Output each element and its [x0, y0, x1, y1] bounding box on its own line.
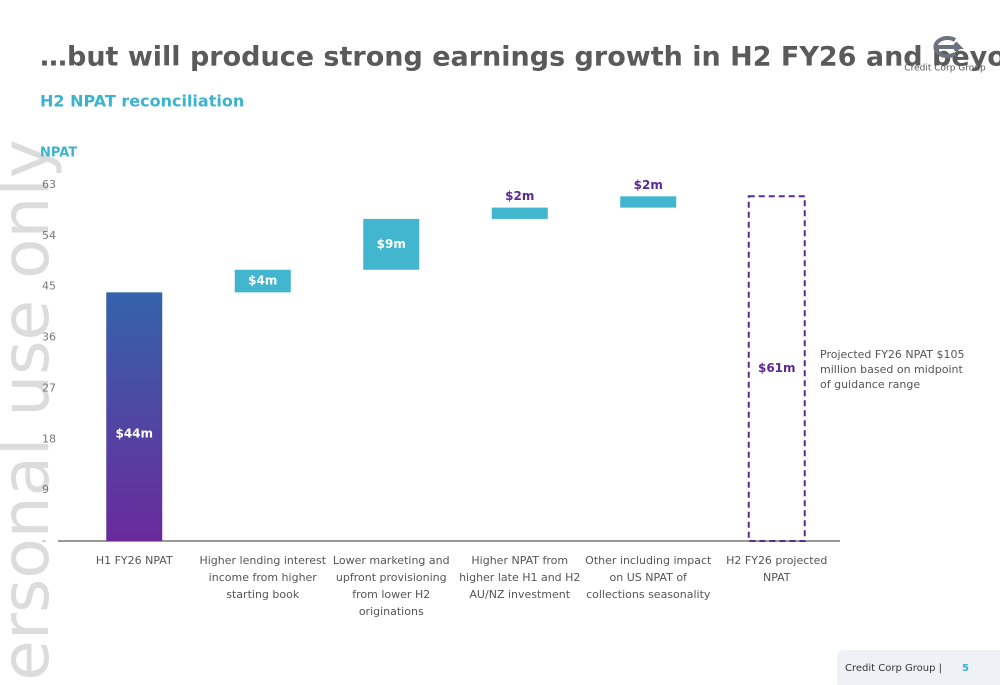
y-axis-label: NPAT: [40, 146, 77, 161]
y-tick-label: 27: [42, 381, 56, 394]
bar: [363, 218, 420, 270]
y-tick-label: 9: [42, 483, 49, 496]
y-tick-label: 63: [42, 178, 56, 191]
value-label: $4m: [248, 274, 277, 288]
x-tick-label: Higher lending interest income from high…: [199, 554, 327, 601]
logo-text: Credit Corp Group: [904, 64, 986, 74]
bar: [106, 292, 163, 541]
footer-company: Credit Corp Group |: [845, 663, 942, 674]
y-tick-label: 45: [42, 280, 56, 293]
value-label: $2m: [634, 178, 663, 192]
bar: [491, 207, 548, 219]
logo-icon: [933, 36, 964, 58]
x-tick-label: Lower marketing and upfront provisioning…: [332, 554, 450, 618]
y-tick-label: -: [42, 534, 46, 547]
x-tick-label: Higher NPAT from higher late H1 and H2 A…: [459, 554, 581, 601]
x-tick-label: H2 FY26 projected NPAT: [726, 554, 828, 584]
y-tick-label: 18: [42, 432, 56, 445]
value-label: $9m: [377, 237, 406, 251]
value-label: $44m: [115, 427, 153, 441]
watermark: ersonal use only: [0, 139, 64, 681]
x-tick-label: Other including impact on US NPAT of col…: [585, 554, 712, 601]
footer-box: [837, 650, 1000, 685]
bar: [620, 196, 677, 208]
title: …but will produce strong earnings growth…: [40, 42, 1000, 73]
y-tick-label: 36: [42, 331, 56, 344]
bar: [234, 269, 291, 293]
subtitle: H2 NPAT reconciliation: [40, 92, 244, 111]
y-tick-label: 54: [42, 229, 56, 242]
page-number: 5: [962, 663, 969, 674]
x-tick-label: H1 FY26 NPAT: [95, 554, 173, 567]
annotation: Projected FY26 NPAT $105 million based o…: [820, 348, 965, 391]
value-label: $2m: [505, 189, 534, 203]
value-label: $61m: [758, 361, 796, 375]
